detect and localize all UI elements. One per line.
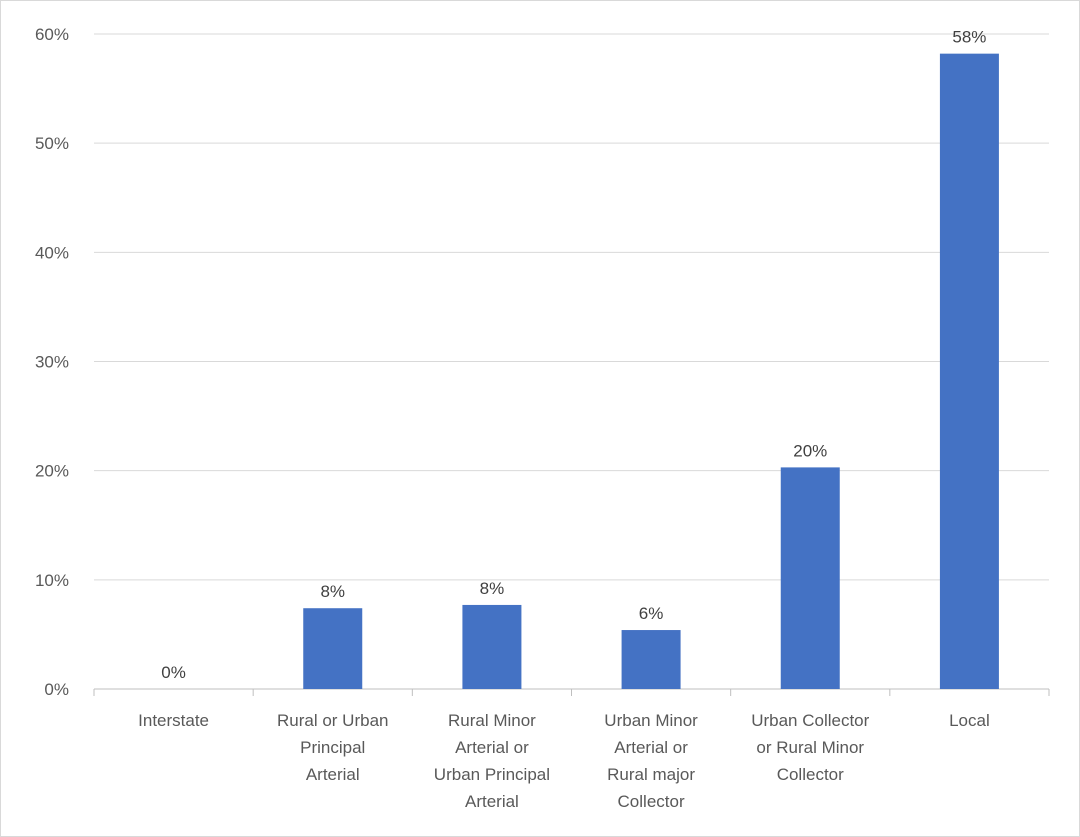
data-label: 8%: [320, 582, 345, 601]
x-tick-label-line: Collector: [618, 792, 685, 811]
x-tick-label-line: Arterial: [306, 765, 360, 784]
x-tick-label-line: Rural or Urban: [277, 711, 389, 730]
bar: [780, 467, 840, 689]
x-tick-label-line: Collector: [777, 765, 844, 784]
data-label: 0%: [161, 663, 186, 682]
y-tick-label: 20%: [35, 462, 69, 481]
y-tick-label: 40%: [35, 243, 69, 262]
x-tick-label: Urban Minor Arterial or Rural major Collect…: [604, 711, 698, 811]
x-tick-label: Local: [949, 711, 990, 730]
x-tick-label-line: Urban Minor: [604, 711, 698, 730]
bar: [621, 630, 681, 689]
x-tick-label: Interstate: [138, 711, 209, 730]
x-tick-label-line: Interstate: [138, 711, 209, 730]
y-tick-label: 30%: [35, 353, 69, 372]
y-tick-label: 60%: [35, 25, 69, 44]
data-label: 58%: [952, 28, 986, 47]
x-tick-label-line: Local: [949, 711, 990, 730]
x-tick-label-line: Urban Collector: [751, 711, 869, 730]
x-tick-label-line: Arterial or: [614, 738, 688, 757]
data-label: 20%: [793, 441, 827, 460]
bar: [939, 53, 999, 689]
x-tick-label-line: Urban Principal: [434, 765, 550, 784]
data-label: 8%: [480, 579, 505, 598]
x-tick-label: Urban Collector or Rural Minor Collector: [751, 711, 869, 784]
x-tick-label-line: Rural major: [607, 765, 695, 784]
bar: [303, 608, 363, 689]
y-tick-label: 50%: [35, 134, 69, 153]
x-tick-label-line: or Rural Minor: [756, 738, 864, 757]
data-label: 6%: [639, 604, 664, 623]
x-tick-label: Rural or Urban Principal Arterial: [277, 711, 389, 784]
x-tick-label-line: Arterial: [465, 792, 519, 811]
x-tick-label-line: Rural Minor: [448, 711, 536, 730]
x-tick-label-line: Arterial or: [455, 738, 529, 757]
y-tick-label: 10%: [35, 571, 69, 590]
y-tick-label: 0%: [44, 680, 69, 699]
bar: [462, 604, 522, 689]
x-tick-label: Rural Minor Arterial or Urban Principal Art…: [434, 711, 550, 811]
x-tick-label-line: Principal: [300, 738, 365, 757]
